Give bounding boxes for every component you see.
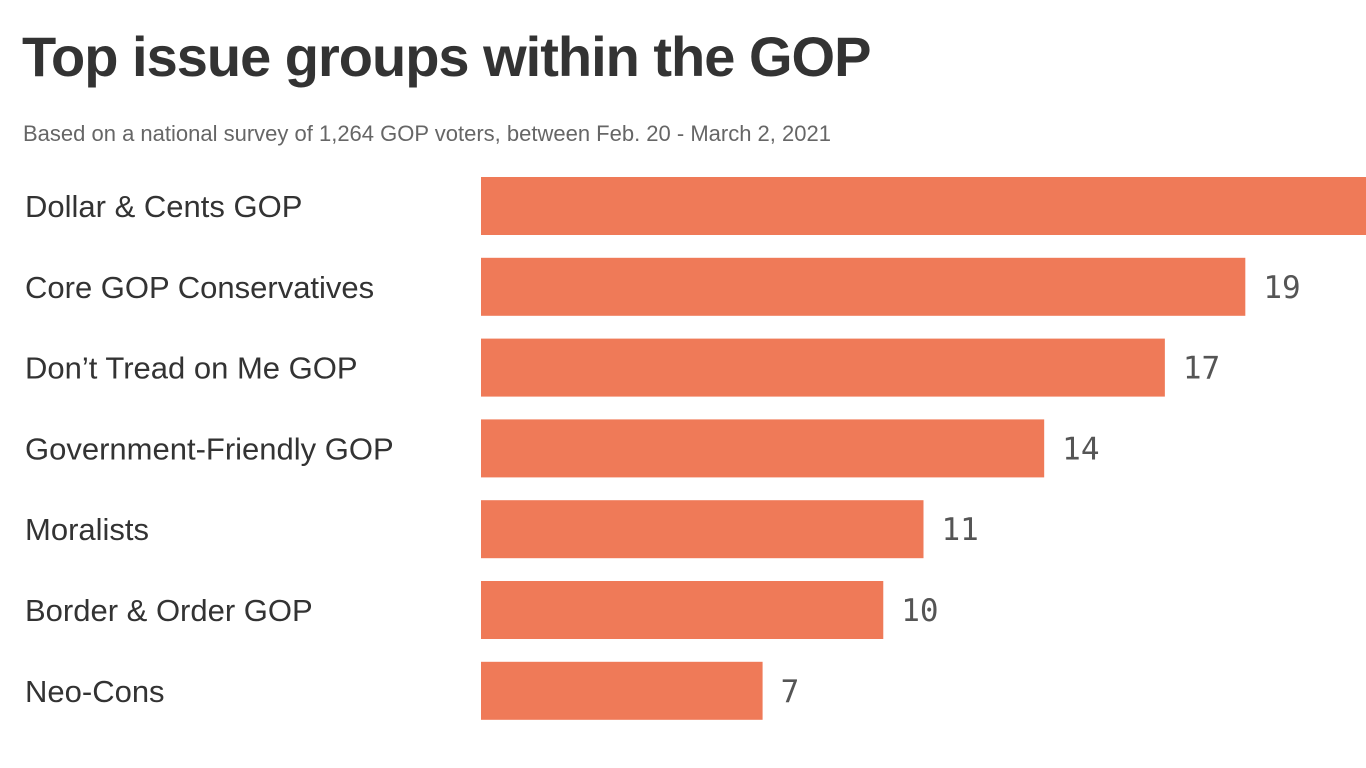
value-label: 7 (781, 674, 800, 710)
value-label: 11 (942, 512, 979, 548)
bar (481, 257, 1246, 316)
category-label: Border & Order GOP (25, 593, 313, 628)
bar-row: Dollar & Cents GOP (25, 177, 1366, 235)
category-label: Don’t Tread on Me GOP (25, 351, 358, 386)
value-label: 14 (1062, 431, 1099, 467)
bar-row: Don’t Tread on Me GOP 17 (25, 338, 1220, 397)
bar-row: Government-Friendly GOP 14 (25, 419, 1100, 478)
chart-title: Top issue groups within the GOP (22, 25, 871, 88)
value-label: 10 (901, 593, 938, 629)
bar-row: Core GOP Conservatives 19 (25, 257, 1301, 316)
bar (481, 419, 1045, 478)
bar (481, 661, 763, 720)
bar (481, 581, 884, 639)
bar (481, 500, 924, 559)
category-label: Core GOP Conservatives (25, 270, 374, 305)
chart-subtitle: Based on a national survey of 1,264 GOP … (23, 121, 831, 146)
value-label: 17 (1183, 351, 1220, 387)
bar (481, 338, 1165, 397)
value-label: 19 (1263, 270, 1300, 306)
bar (481, 177, 1366, 235)
bar-row: Neo-Cons 7 (25, 661, 800, 720)
category-label: Neo-Cons (25, 674, 165, 709)
bar-row: Moralists 11 (25, 500, 979, 559)
category-label: Government-Friendly GOP (25, 431, 394, 466)
category-label: Dollar & Cents GOP (25, 189, 302, 224)
category-label: Moralists (25, 512, 149, 547)
bar-row: Border & Order GOP 10 (25, 581, 939, 639)
